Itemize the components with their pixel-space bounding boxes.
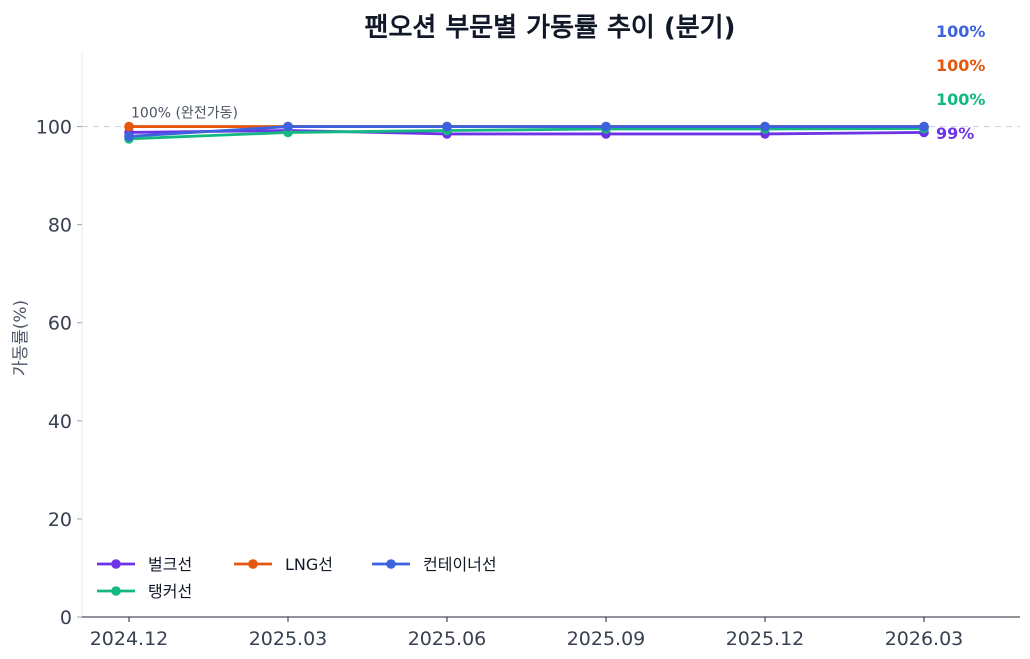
legend-label: LNG선: [285, 555, 333, 574]
end-value-label: 100%: [936, 22, 985, 41]
series-line: [128, 125, 924, 138]
reference-line-label: 100% (완전가동): [131, 106, 238, 122]
legend-label: 컨테이너선: [423, 555, 497, 574]
legend-label: 탱커선: [148, 582, 192, 601]
legend-marker: [111, 586, 121, 596]
series-line: [128, 127, 925, 141]
x-tick-label: 2024.12: [90, 628, 169, 650]
data-point: [124, 131, 134, 142]
data-point: [601, 121, 611, 132]
end-value-label: 99%: [936, 124, 974, 143]
data-point: [760, 121, 770, 132]
y-tick-label: 60: [48, 313, 72, 335]
legend-marker: [386, 559, 396, 569]
data-point: [124, 121, 134, 132]
series-line: [128, 129, 925, 136]
end-value-label: 100%: [936, 90, 985, 109]
x-tick-label: 2025.03: [249, 628, 328, 650]
x-tick-label: 2026.03: [885, 628, 964, 650]
data-point: [442, 121, 452, 132]
y-tick-label: 20: [48, 509, 72, 531]
y-tick-label: 80: [48, 215, 72, 237]
x-tick-label: 2025.12: [726, 628, 805, 650]
chart-title: 팬오션 부문별 가동률 추이 (분기): [365, 13, 736, 43]
legend-marker: [111, 559, 121, 569]
y-tick-label: 40: [48, 411, 72, 433]
x-tick-label: 2025.06: [408, 628, 487, 650]
end-value-label: 100%: [936, 56, 985, 75]
data-point: [283, 121, 293, 132]
legend-marker: [248, 559, 258, 569]
y-tick-label: 100: [36, 117, 72, 139]
y-axis-label: 가동률(%): [11, 300, 31, 376]
end-labels: 100% 100% 100% 99%: [936, 22, 985, 143]
y-tick-label: 0: [60, 607, 72, 629]
reference-line-group: 100% (완전가동): [82, 106, 1020, 128]
legend-label: 벌크선: [148, 555, 192, 574]
series-group: [124, 121, 929, 144]
x-tick-label: 2025.09: [567, 628, 646, 650]
axes: 0 20 40 60 80 100 2024.12 2025.03 2025.06 2025.09…: [36, 53, 1020, 650]
data-point: [919, 121, 929, 132]
